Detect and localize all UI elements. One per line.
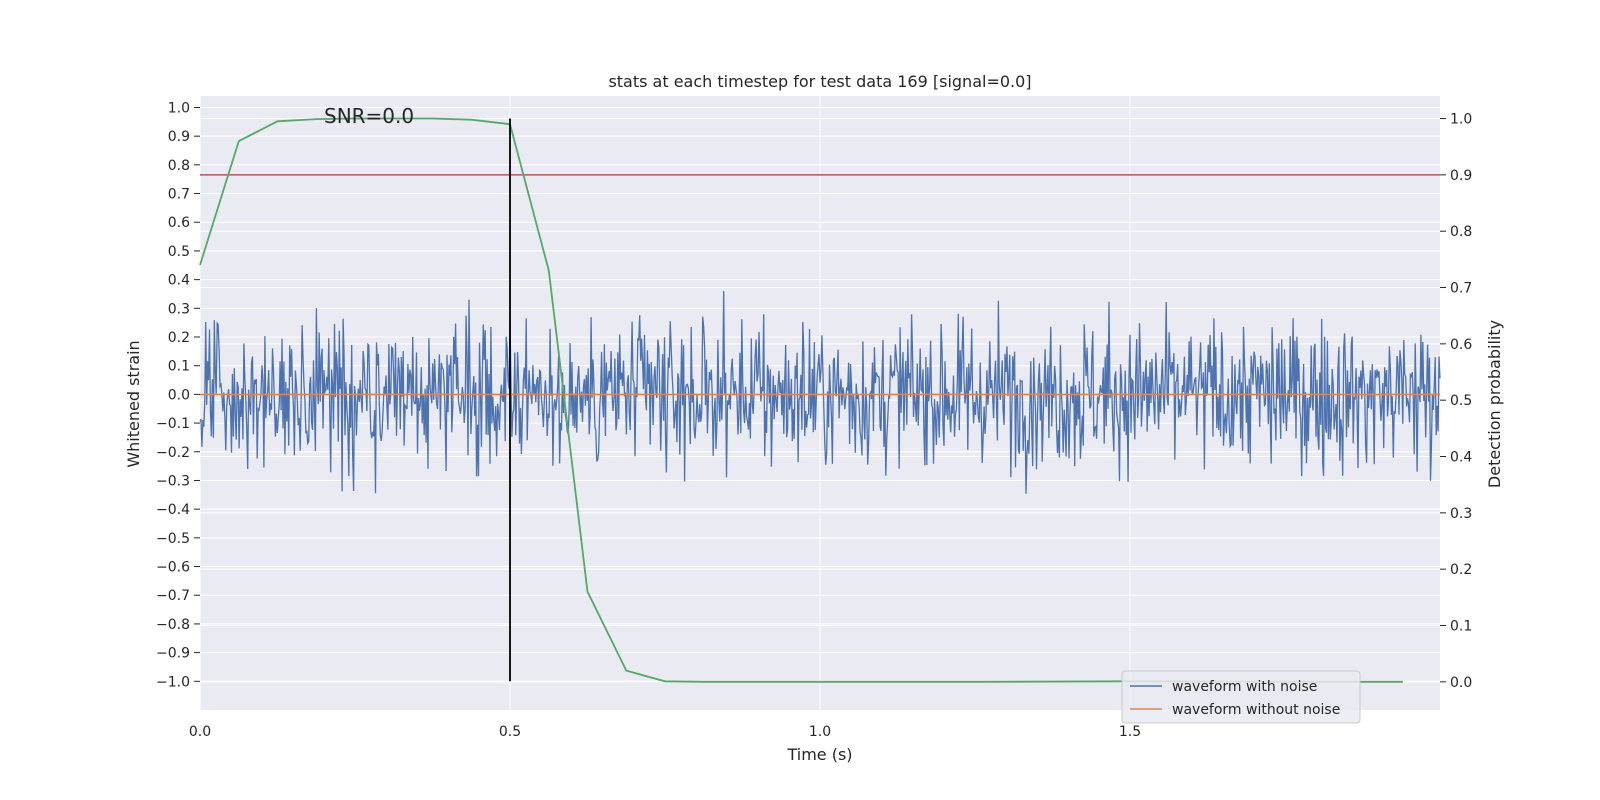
y-left-tick-label: −0.8 [156,617,190,633]
x-tick-label: 1.5 [1119,724,1141,740]
x-axis-label: Time (s) [786,745,852,764]
y-right-tick-label: 0.7 [1450,281,1472,297]
y-left-tick-label: 0.3 [168,301,190,317]
y-right-tick-label: 0.3 [1450,506,1472,522]
y-left-tick-label: 0.7 [168,187,190,203]
series-waveform-with-noise [199,291,1441,494]
y-left-tick-label: 0.2 [168,330,190,346]
y-right-tick-label: 0.8 [1450,224,1472,240]
y-left-tick-label: −0.3 [156,473,190,489]
y-left-tick-label: −0.6 [156,560,190,576]
y-left-tick-label: −1.0 [156,674,190,690]
x-tick-label: 0.0 [189,724,211,740]
y-left-tick-label: 0.8 [168,158,190,174]
y-right-tick-label: 0.0 [1450,675,1472,691]
y-left-tick-label: −0.9 [156,646,190,662]
y-right-tick-label: 1.0 [1450,112,1472,128]
x-axis-ticks: 0.0 0.5 1.0 1.5 [189,724,1141,740]
y-right-axis-ticks: 1.0 0.9 0.8 0.7 0.6 0.5 0.4 0.3 0.2 0.1 0.0 [1440,112,1472,691]
series-detection-probability [199,117,1403,683]
x-tick-label: 0.5 [499,724,521,740]
y-left-tick-label: 1.0 [168,100,190,116]
y-left-tick-label: 0.5 [168,244,190,260]
y-left-tick-label: 0.4 [168,273,190,289]
y-left-tick-label: −0.7 [156,588,190,604]
y-right-tick-label: 0.5 [1450,393,1472,409]
y-left-tick-label: −0.5 [156,531,190,547]
noisy-waveform-line [199,291,1441,494]
y-right-tick-label: 0.1 [1450,619,1472,635]
chart-title: stats at each timestep for test data 169… [608,72,1031,91]
y-right-tick-label: 0.9 [1450,168,1472,184]
legend-box [1121,670,1361,724]
y-right-tick-label: 0.6 [1450,337,1472,353]
x-tick-label: 1.0 [809,724,831,740]
y-left-tick-label: −0.2 [156,445,190,461]
y-left-tick-label: −0.4 [156,502,190,518]
y-left-tick-label: −0.1 [156,416,190,432]
y-left-tick-label: 0.0 [168,387,190,403]
y-left-axis-ticks: 1.0 0.9 0.8 0.7 0.6 0.5 0.4 0.3 0.2 0.1 0.0 −0.1 −0.… [156,100,200,690]
probability-line [199,117,1403,683]
y-left-tick-label: 0.1 [168,359,190,375]
y-left-tick-label: 0.9 [168,129,190,145]
legend-label-clean: waveform without noise [1172,702,1340,718]
y-right-axis-label: Detection probability [1485,320,1504,488]
legend-label-noisy: waveform with noise [1172,679,1317,695]
legend: waveform with noise waveform without noi… [1121,670,1361,724]
y-right-tick-label: 0.2 [1450,562,1472,578]
y-right-tick-label: 0.4 [1450,450,1472,466]
snr-annotation: SNR=0.0 [324,104,414,128]
y-left-axis-label: Whitened strain [124,340,143,467]
y-left-tick-label: 0.6 [168,215,190,231]
